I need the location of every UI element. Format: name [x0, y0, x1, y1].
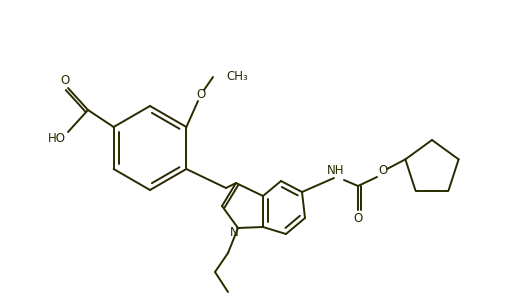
Text: CH₃: CH₃	[226, 71, 248, 83]
Text: HO: HO	[48, 132, 66, 145]
Text: N: N	[230, 225, 239, 238]
Text: O: O	[354, 212, 363, 225]
Text: O: O	[61, 75, 70, 87]
Text: NH: NH	[327, 164, 345, 177]
Text: O: O	[378, 164, 388, 177]
Text: O: O	[197, 88, 206, 102]
